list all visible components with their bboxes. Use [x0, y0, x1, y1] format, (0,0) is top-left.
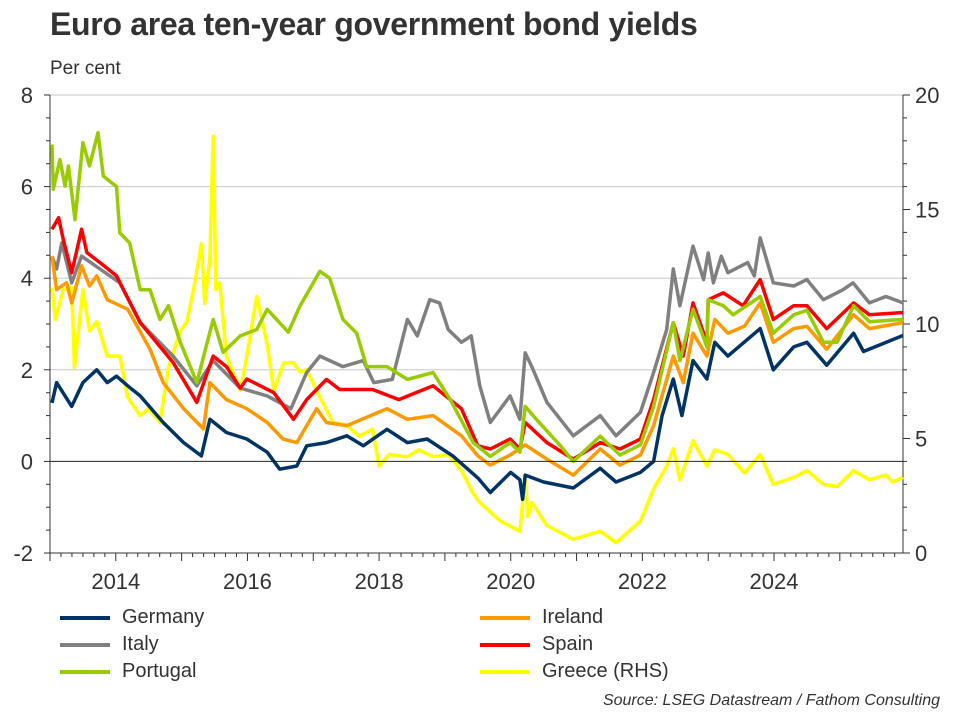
- legend-item: Greece (RHS): [480, 660, 669, 683]
- x-tick-label: 2024: [750, 569, 799, 594]
- series-line-spain: [50, 215, 904, 461]
- x-tick-label: 2014: [91, 569, 140, 594]
- legend-label: Italy: [122, 633, 159, 655]
- x-tick-label: 2018: [355, 569, 404, 594]
- y-tick-label-right: 20: [915, 83, 939, 108]
- series-line-germany: [50, 326, 904, 502]
- series-line-greece-rhs: [50, 134, 904, 545]
- legend-swatch: [60, 669, 110, 674]
- series-line-ireland: [50, 255, 904, 477]
- legend-item: Spain: [480, 633, 593, 656]
- y-tick-label-right: 10: [915, 312, 939, 337]
- x-tick-label: 2022: [618, 569, 667, 594]
- legend-item: Ireland: [480, 606, 603, 629]
- legend-label: Ireland: [542, 606, 604, 628]
- y-tick-label-right: 15: [915, 198, 939, 223]
- chart-title: Euro area ten-year government bond yield…: [50, 6, 698, 42]
- legend-swatch: [480, 642, 530, 647]
- legend-swatch: [480, 615, 530, 620]
- y-tick-label-right: 5: [915, 427, 927, 452]
- legend-swatch: [60, 642, 110, 647]
- legend-item: Portugal: [60, 660, 197, 683]
- legend-item: Italy: [60, 633, 159, 656]
- legend-item: Germany: [60, 606, 204, 629]
- legend-label: Portugal: [122, 660, 197, 682]
- y-tick-label-right: 0: [915, 541, 927, 566]
- legend-label: Germany: [122, 606, 205, 628]
- y-tick-label-left: 8: [21, 83, 33, 108]
- y-tick-label-left: -2: [13, 541, 33, 566]
- y-tick-label-left: 6: [21, 175, 33, 200]
- source-note: Source: LSEG Datastream / Fathom Consult…: [602, 692, 940, 709]
- y-tick-label-left: 0: [21, 449, 33, 474]
- legend-label: Greece (RHS): [542, 660, 669, 682]
- x-tick-label: 2020: [486, 569, 535, 594]
- legend-swatch: [480, 669, 530, 674]
- legend-label: Spain: [542, 633, 594, 655]
- y-axis-unit-label: Per cent: [50, 58, 121, 79]
- x-tick-label: 2016: [223, 569, 272, 594]
- y-tick-label-left: 2: [21, 358, 33, 383]
- series-line-portugal: [50, 130, 904, 464]
- y-tick-label-left: 4: [21, 266, 33, 291]
- legend-swatch: [60, 615, 110, 620]
